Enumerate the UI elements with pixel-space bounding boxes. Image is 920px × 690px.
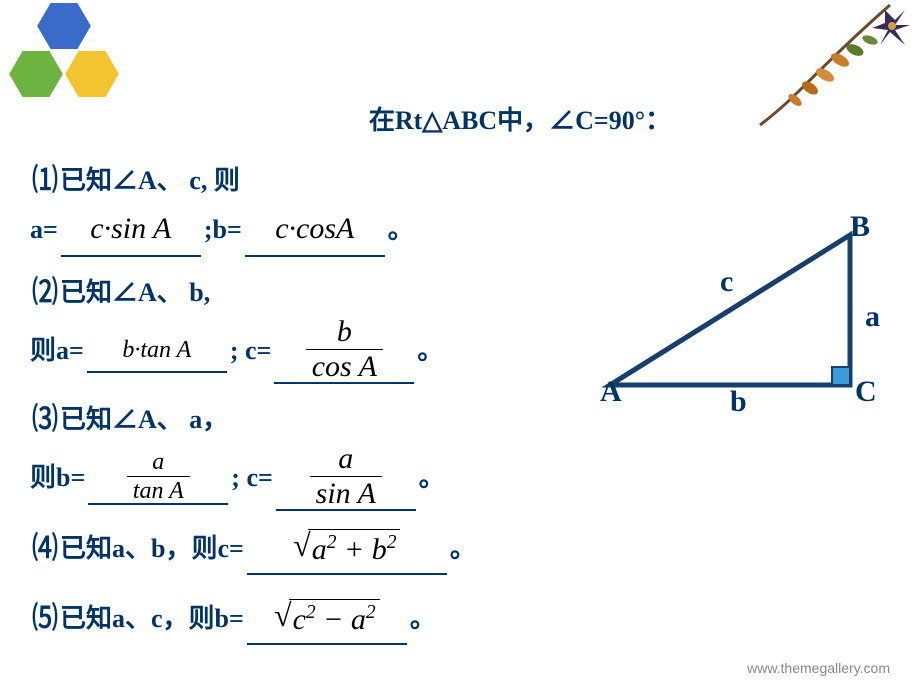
item-1-end: 。: [388, 209, 414, 251]
item-1-a-val: c·sin A: [90, 205, 171, 253]
item-5-pre: 已知a、c，则b=: [60, 598, 244, 640]
item-3-end: 。: [419, 457, 445, 499]
item-1-b-label: ;b=: [204, 209, 242, 251]
item-2-num: ⑵: [32, 269, 58, 317]
item-3-b-frac: a tan A: [127, 450, 190, 503]
item-3: ⑶ 已知∠A、 a， 则b= a tan A ; c= a sin A: [30, 396, 590, 511]
item-4-num: ⑷: [32, 525, 58, 573]
item-2-c-frac: b cos A: [306, 317, 383, 382]
item-4-sqrt: √ a2 + b2: [293, 529, 400, 569]
item-2-c-label: ; c=: [230, 330, 272, 372]
slide-content: 在Rt△ABC中，∠C=90°： ⑴ 已知∠A、 c, 则 a= c·sin A…: [30, 100, 890, 657]
item-1-num: ⑴: [32, 157, 58, 205]
item-1-a-label: a=: [30, 209, 58, 251]
item-1-pre: 已知∠A、 c, 则: [60, 160, 240, 202]
item-4-end: 。: [450, 528, 476, 570]
footer-link[interactable]: www.themegallery.com: [747, 660, 890, 676]
item-1: ⑴ 已知∠A、 c, 则 a= c·sin A ;b= c·cosA 。: [30, 157, 890, 257]
item-5-end: 。: [410, 598, 436, 640]
item-5: ⑸ 已知a、c，则b= √ c2 − a2 。: [30, 593, 890, 645]
item-4: ⑷ 已知a、b，则c= √ a2 + b2 。: [30, 523, 890, 575]
item-4-pre: 已知a、b，则c=: [60, 528, 244, 570]
item-3-c-label: ; c=: [231, 457, 273, 499]
item-2-pre: 已知∠A、 b,: [60, 272, 210, 314]
item-3-c-frac: a sin A: [310, 444, 382, 509]
item-3-pre: 已知∠A、 a，: [60, 399, 228, 441]
slide-title: 在Rt△ABC中，∠C=90°：: [150, 100, 890, 137]
item-3-b-label: 则b=: [30, 457, 85, 499]
item-2-a-val: b·tan A: [122, 331, 191, 369]
hex-logo-icon: [0, 0, 140, 105]
item-1-b-val: c·cosA: [275, 205, 354, 253]
item-5-num: ⑸: [32, 595, 58, 643]
item-2: ⑵ 已知∠A、 b, 则a= b·tan A ; c= b cos A 。: [30, 269, 570, 384]
item-2-end: 。: [417, 330, 443, 372]
item-3-num: ⑶: [32, 396, 58, 444]
item-2-a-label: 则a=: [30, 330, 84, 372]
item-5-sqrt: √ c2 − a2: [274, 599, 380, 639]
